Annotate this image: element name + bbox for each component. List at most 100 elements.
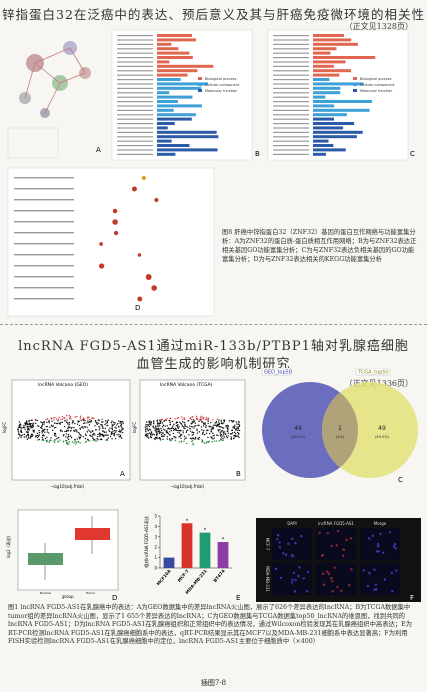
- volcano-point: [47, 432, 50, 434]
- volcano-point: [150, 422, 152, 424]
- volcano-point: [68, 435, 70, 438]
- volcano-point: [145, 430, 147, 433]
- cell: [373, 568, 376, 571]
- volcano-point: [176, 425, 179, 427]
- go-bar: [157, 38, 196, 42]
- cell: [390, 571, 394, 575]
- y-tick-label: 0: [154, 566, 157, 571]
- volcano-point: [177, 427, 180, 430]
- go-bar: [313, 73, 340, 77]
- go-term: [273, 127, 309, 129]
- volcano-point: [71, 426, 73, 429]
- volcano-point: [160, 435, 163, 438]
- volcano-point: [21, 431, 23, 434]
- volcano-point: [233, 426, 236, 428]
- volcano-point: [145, 435, 148, 438]
- volcano-point: [226, 436, 229, 439]
- volcano-point: [32, 422, 35, 424]
- volcano-point: [110, 421, 113, 424]
- volcano-point: [164, 418, 167, 421]
- volcano-point: [81, 426, 84, 428]
- volcano-point: [28, 437, 30, 439]
- volcano-point: [179, 421, 181, 424]
- volcano-point: [64, 430, 66, 433]
- volcano-point: [221, 423, 224, 425]
- volcano-point: [78, 433, 81, 435]
- volcano-point: [120, 436, 122, 438]
- volcano-point: [168, 428, 171, 430]
- volcano-point: [115, 427, 117, 429]
- cell: [282, 552, 285, 555]
- volcano-point: [238, 429, 241, 432]
- volcano-point: [207, 441, 209, 443]
- volcano-point: [169, 431, 171, 433]
- volcano-point: [27, 429, 29, 431]
- plot-title: lncRNA Volcano (GEO): [38, 382, 88, 388]
- volcano-point: [173, 428, 176, 431]
- volcano-point: [180, 437, 182, 439]
- cell: [318, 531, 321, 535]
- x-tick-label: MCF-7: [177, 568, 190, 582]
- cell: [291, 537, 294, 540]
- volcano-point: [191, 434, 193, 436]
- volcano-point: [149, 429, 152, 431]
- volcano-point: [31, 435, 33, 438]
- volcano-point: [120, 430, 122, 432]
- volcano-point: [237, 435, 239, 437]
- volcano-point: [77, 420, 79, 422]
- volcano-point: [103, 430, 105, 433]
- volcano-point: [24, 424, 27, 426]
- volcano-point: [87, 416, 90, 419]
- cell: [274, 567, 278, 571]
- row-label: MDA-MB-231: [265, 566, 270, 592]
- volcano-point: [37, 436, 39, 439]
- volcano-point: [68, 414, 70, 417]
- go-term: [117, 123, 153, 125]
- volcano-point: [34, 418, 37, 421]
- go-term: [117, 83, 153, 85]
- volcano-point: [35, 436, 37, 438]
- group-label: Normal: [40, 591, 51, 595]
- volcano-point: [41, 436, 44, 439]
- kegg-term: [14, 243, 74, 245]
- volcano-point: [42, 438, 44, 441]
- volcano-point: [96, 435, 99, 438]
- volcano-point: [196, 429, 198, 432]
- volcano-point: [29, 436, 32, 438]
- volcano-point: [198, 438, 200, 440]
- volcano-point: [76, 429, 78, 432]
- volcano-point: [87, 440, 90, 442]
- volcano-point: [156, 429, 158, 431]
- legend-entry: Molecular function: [360, 89, 392, 93]
- volcano-point: [97, 422, 100, 425]
- cell: [394, 547, 397, 550]
- volcano-point: [194, 436, 197, 439]
- volcano-point: [108, 430, 111, 433]
- legend-entry: Biological process: [205, 77, 237, 81]
- volcano-point: [59, 423, 61, 425]
- volcano-point: [114, 431, 117, 433]
- volcano-point: [71, 441, 74, 443]
- go-term: [117, 70, 153, 72]
- micrograph: [360, 563, 400, 595]
- volcano-point: [226, 426, 229, 429]
- volcano-point: [173, 429, 175, 432]
- volcano-point: [227, 430, 229, 432]
- volcano-point: [20, 429, 22, 431]
- volcano-point: [150, 424, 152, 426]
- volcano-point: [27, 423, 29, 426]
- significance: *: [222, 537, 225, 543]
- column-label: Merge: [374, 521, 387, 526]
- volcano-point: [76, 423, 79, 425]
- volcano-point: [70, 435, 72, 437]
- volcano-point: [197, 424, 199, 427]
- volcano-point: [88, 421, 90, 424]
- volcano-point: [237, 432, 240, 435]
- volcano-point: [169, 438, 171, 440]
- go-bar: [313, 60, 346, 64]
- volcano-point: [107, 434, 109, 436]
- volcano-point: [154, 429, 156, 432]
- volcano-point: [70, 418, 72, 420]
- volcano-point: [89, 420, 91, 423]
- volcano-point: [147, 428, 149, 431]
